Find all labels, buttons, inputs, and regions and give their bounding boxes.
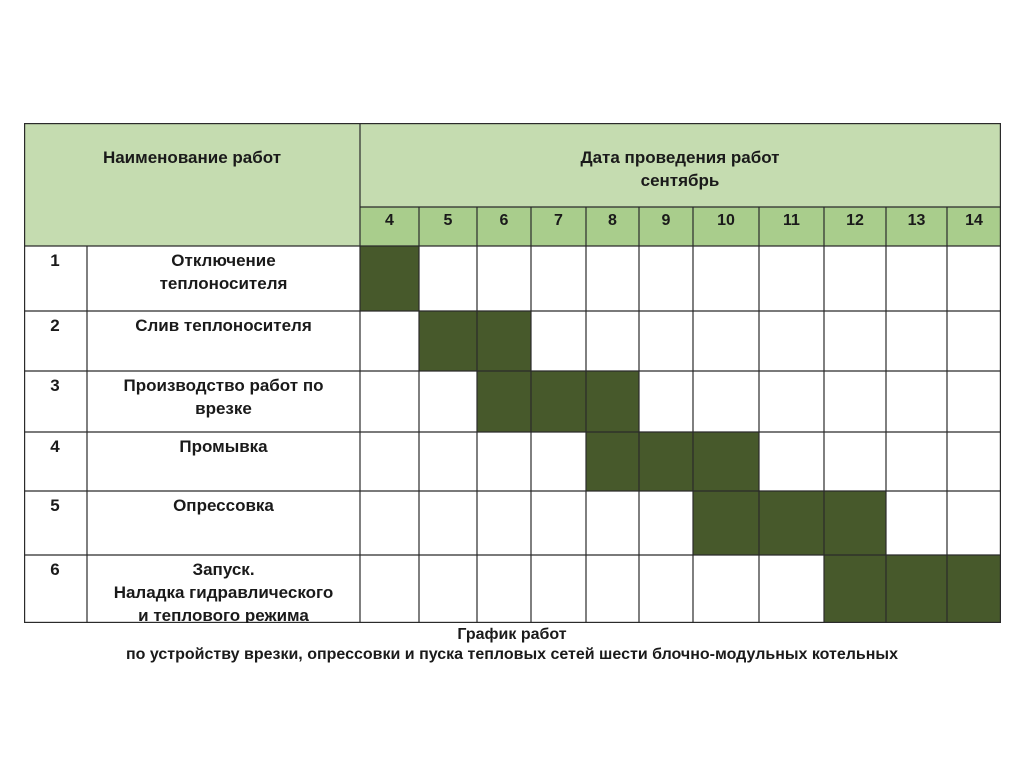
day-label-10: 10 [717,212,735,229]
gantt-bar-task-4-day-8 [586,432,639,491]
day-cell-7 [531,207,586,246]
task-number: 6 [50,560,59,579]
day-cell-6 [477,207,531,246]
task-name-line: и теплового режима [138,606,309,623]
day-cell-11 [759,207,824,246]
gantt-bar-task-1-day-4 [360,246,419,311]
gantt-bar-task-2-day-5 [419,311,477,371]
table-grid [24,123,1001,623]
day-cell-10 [693,207,759,246]
day-cell-4 [360,207,419,246]
day-label-6: 6 [500,212,509,229]
gantt-bar-task-4-day-9 [639,432,693,491]
day-header-row [360,207,1001,246]
gantt-bar-task-6-day-14 [947,555,1001,623]
gantt-bar-task-6-day-13 [886,555,947,623]
task-name-line: Слив теплоносителя [135,316,312,335]
task-number: 1 [50,251,59,270]
caption-subtitle: по устройству врезки, опрессовки и пуска… [125,646,898,663]
task-rows: 1 Отключение теплоносителя 2 Слив теплоносит… [50,251,333,623]
task-number: 2 [50,316,59,335]
task-name-line: Промывка [179,437,268,456]
day-label-13: 13 [908,212,926,229]
works-header-cell [24,123,360,246]
day-cell-8 [586,207,639,246]
day-labels: 4 5 6 7 8 9 10 11 12 13 14 [385,212,983,229]
gantt-bar-task-3-day-8 [586,371,639,432]
gantt-bars [360,246,1001,623]
day-cell-14 [947,207,1001,246]
date-title-line1: Дата проведения работ [580,148,779,167]
task-number: 4 [50,437,60,456]
day-label-12: 12 [846,212,864,229]
day-label-8: 8 [608,212,617,229]
work-schedule-gantt: Наименование работ Дата проведения работ… [24,123,1001,623]
day-cell-5 [419,207,477,246]
day-cell-13 [886,207,947,246]
task-number: 5 [50,496,59,515]
task-number: 3 [50,376,59,395]
task-name-line: Наладка гидравлического [114,583,334,602]
day-label-11: 11 [783,212,800,229]
task-name-line: Опрессовка [173,496,274,515]
date-header-cell [360,123,1001,207]
day-cell-12 [824,207,886,246]
gantt-bar-task-2-day-6 [477,311,531,371]
task-name-line: Запуск. [192,560,254,579]
task-name-line: врезке [195,399,252,418]
gantt-bar-task-3-day-6 [477,371,531,432]
day-label-5: 5 [444,212,453,229]
day-label-9: 9 [662,212,671,229]
gantt-bar-task-3-day-7 [531,371,586,432]
gantt-bar-task-5-day-10 [693,491,759,555]
caption-title: График работ [457,626,567,643]
gantt-bar-task-5-day-12 [824,491,886,555]
day-label-4: 4 [385,212,394,229]
task-name-line: Отключение [171,251,275,270]
day-label-14: 14 [965,212,983,229]
gantt-bar-task-4-day-10 [693,432,759,491]
task-name-line: Производство работ по [124,376,324,395]
date-title-line2: сентябрь [641,171,720,190]
works-column-title: Наименование работ [103,148,281,167]
day-cell-9 [639,207,693,246]
chart-caption: График работ по устройству врезки, опрес… [0,625,1024,665]
task-name-line: теплоносителя [160,274,288,293]
day-label-7: 7 [554,212,563,229]
table-border [24,123,1001,623]
gantt-bar-task-5-day-11 [759,491,824,555]
gantt-bar-task-6-day-12 [824,555,886,623]
